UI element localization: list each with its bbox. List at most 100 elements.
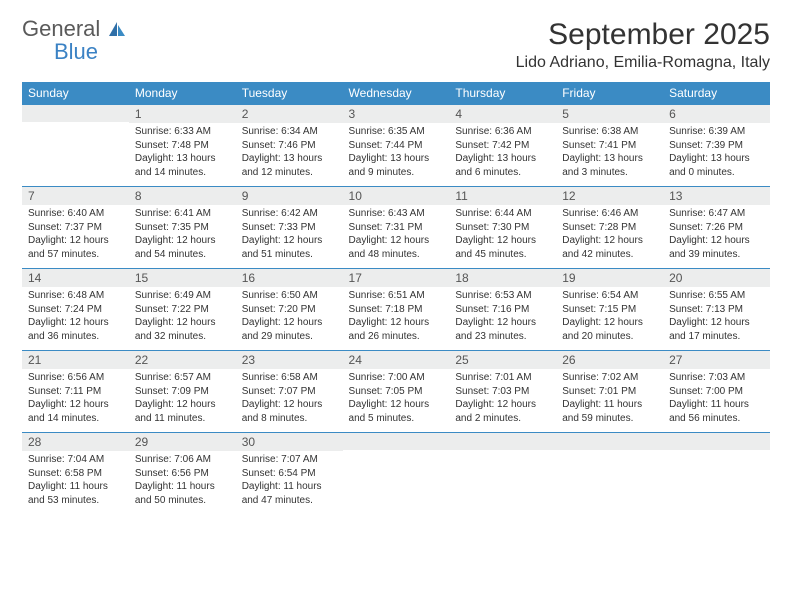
day-number: 26 (556, 350, 663, 369)
daylight: Daylight: 13 hours and 0 minutes. (669, 152, 764, 179)
calendar-cell: 27Sunrise: 7:03 AMSunset: 7:00 PMDayligh… (663, 350, 770, 432)
daylight: Daylight: 13 hours and 14 minutes. (135, 152, 230, 179)
day-number: 3 (343, 104, 450, 123)
sunrise: Sunrise: 6:47 AM (669, 207, 764, 221)
day-number: 20 (663, 268, 770, 287)
sunset: Sunset: 7:30 PM (455, 221, 550, 235)
day-details (449, 450, 556, 456)
day-number: 16 (236, 268, 343, 287)
day-number: 30 (236, 432, 343, 451)
calendar-row: 7Sunrise: 6:40 AMSunset: 7:37 PMDaylight… (22, 186, 770, 268)
sunset: Sunset: 7:46 PM (242, 139, 337, 153)
day-number: 17 (343, 268, 450, 287)
sunset: Sunset: 7:07 PM (242, 385, 337, 399)
day-number: 10 (343, 186, 450, 205)
day-details: Sunrise: 6:51 AMSunset: 7:18 PMDaylight:… (343, 287, 450, 347)
calendar-cell (663, 432, 770, 514)
daylight: Daylight: 13 hours and 3 minutes. (562, 152, 657, 179)
sunrise: Sunrise: 6:33 AM (135, 125, 230, 139)
sunset: Sunset: 7:03 PM (455, 385, 550, 399)
calendar-cell: 26Sunrise: 7:02 AMSunset: 7:01 PMDayligh… (556, 350, 663, 432)
sunset: Sunset: 6:58 PM (28, 467, 123, 481)
calendar-cell: 25Sunrise: 7:01 AMSunset: 7:03 PMDayligh… (449, 350, 556, 432)
sunset: Sunset: 7:48 PM (135, 139, 230, 153)
calendar-row: 14Sunrise: 6:48 AMSunset: 7:24 PMDayligh… (22, 268, 770, 350)
sunset: Sunset: 7:22 PM (135, 303, 230, 317)
calendar-cell: 30Sunrise: 7:07 AMSunset: 6:54 PMDayligh… (236, 432, 343, 514)
sunrise: Sunrise: 6:53 AM (455, 289, 550, 303)
sunrise: Sunrise: 7:00 AM (349, 371, 444, 385)
daylight: Daylight: 12 hours and 42 minutes. (562, 234, 657, 261)
location: Lido Adriano, Emilia-Romagna, Italy (516, 54, 770, 72)
day-number (22, 104, 129, 122)
sunset: Sunset: 7:20 PM (242, 303, 337, 317)
sunset: Sunset: 7:09 PM (135, 385, 230, 399)
col-tuesday: Tuesday (236, 82, 343, 104)
day-details: Sunrise: 7:04 AMSunset: 6:58 PMDaylight:… (22, 451, 129, 511)
day-details: Sunrise: 6:56 AMSunset: 7:11 PMDaylight:… (22, 369, 129, 429)
daylight: Daylight: 13 hours and 9 minutes. (349, 152, 444, 179)
sunrise: Sunrise: 6:40 AM (28, 207, 123, 221)
calendar-cell: 4Sunrise: 6:36 AMSunset: 7:42 PMDaylight… (449, 104, 556, 186)
day-number: 7 (22, 186, 129, 205)
col-friday: Friday (556, 82, 663, 104)
daylight: Daylight: 12 hours and 20 minutes. (562, 316, 657, 343)
sunrise: Sunrise: 6:41 AM (135, 207, 230, 221)
sunrise: Sunrise: 6:38 AM (562, 125, 657, 139)
sunrise: Sunrise: 7:06 AM (135, 453, 230, 467)
col-sunday: Sunday (22, 82, 129, 104)
daylight: Daylight: 12 hours and 17 minutes. (669, 316, 764, 343)
daylight: Daylight: 12 hours and 26 minutes. (349, 316, 444, 343)
sunset: Sunset: 7:35 PM (135, 221, 230, 235)
weekday-header-row: Sunday Monday Tuesday Wednesday Thursday… (22, 82, 770, 104)
col-monday: Monday (129, 82, 236, 104)
calendar-cell: 18Sunrise: 6:53 AMSunset: 7:16 PMDayligh… (449, 268, 556, 350)
calendar-cell: 19Sunrise: 6:54 AMSunset: 7:15 PMDayligh… (556, 268, 663, 350)
sunset: Sunset: 7:33 PM (242, 221, 337, 235)
daylight: Daylight: 12 hours and 2 minutes. (455, 398, 550, 425)
daylight: Daylight: 11 hours and 53 minutes. (28, 480, 123, 507)
day-details: Sunrise: 6:33 AMSunset: 7:48 PMDaylight:… (129, 123, 236, 183)
calendar-row: 1Sunrise: 6:33 AMSunset: 7:48 PMDaylight… (22, 104, 770, 186)
sunrise: Sunrise: 6:35 AM (349, 125, 444, 139)
day-details: Sunrise: 6:55 AMSunset: 7:13 PMDaylight:… (663, 287, 770, 347)
day-details: Sunrise: 6:48 AMSunset: 7:24 PMDaylight:… (22, 287, 129, 347)
calendar-row: 28Sunrise: 7:04 AMSunset: 6:58 PMDayligh… (22, 432, 770, 514)
calendar-cell: 17Sunrise: 6:51 AMSunset: 7:18 PMDayligh… (343, 268, 450, 350)
day-number: 6 (663, 104, 770, 123)
day-number: 28 (22, 432, 129, 451)
daylight: Daylight: 11 hours and 47 minutes. (242, 480, 337, 507)
day-number: 23 (236, 350, 343, 369)
day-details: Sunrise: 7:02 AMSunset: 7:01 PMDaylight:… (556, 369, 663, 429)
sunset: Sunset: 7:00 PM (669, 385, 764, 399)
calendar-cell (343, 432, 450, 514)
day-details: Sunrise: 6:42 AMSunset: 7:33 PMDaylight:… (236, 205, 343, 265)
day-number: 1 (129, 104, 236, 123)
day-details: Sunrise: 6:35 AMSunset: 7:44 PMDaylight:… (343, 123, 450, 183)
daylight: Daylight: 12 hours and 54 minutes. (135, 234, 230, 261)
sunset: Sunset: 7:13 PM (669, 303, 764, 317)
day-number: 5 (556, 104, 663, 123)
day-details: Sunrise: 6:36 AMSunset: 7:42 PMDaylight:… (449, 123, 556, 183)
calendar-cell: 24Sunrise: 7:00 AMSunset: 7:05 PMDayligh… (343, 350, 450, 432)
daylight: Daylight: 12 hours and 8 minutes. (242, 398, 337, 425)
day-details: Sunrise: 6:44 AMSunset: 7:30 PMDaylight:… (449, 205, 556, 265)
calendar-row: 21Sunrise: 6:56 AMSunset: 7:11 PMDayligh… (22, 350, 770, 432)
daylight: Daylight: 12 hours and 23 minutes. (455, 316, 550, 343)
day-number (556, 432, 663, 450)
day-number: 22 (129, 350, 236, 369)
sunset: Sunset: 7:16 PM (455, 303, 550, 317)
day-number: 13 (663, 186, 770, 205)
daylight: Daylight: 11 hours and 56 minutes. (669, 398, 764, 425)
daylight: Daylight: 12 hours and 14 minutes. (28, 398, 123, 425)
sunset: Sunset: 7:39 PM (669, 139, 764, 153)
calendar-cell: 15Sunrise: 6:49 AMSunset: 7:22 PMDayligh… (129, 268, 236, 350)
col-thursday: Thursday (449, 82, 556, 104)
sunset: Sunset: 7:42 PM (455, 139, 550, 153)
day-number: 15 (129, 268, 236, 287)
sunrise: Sunrise: 6:56 AM (28, 371, 123, 385)
sunrise: Sunrise: 6:43 AM (349, 207, 444, 221)
day-details: Sunrise: 6:54 AMSunset: 7:15 PMDaylight:… (556, 287, 663, 347)
calendar-cell: 2Sunrise: 6:34 AMSunset: 7:46 PMDaylight… (236, 104, 343, 186)
sunrise: Sunrise: 6:57 AM (135, 371, 230, 385)
